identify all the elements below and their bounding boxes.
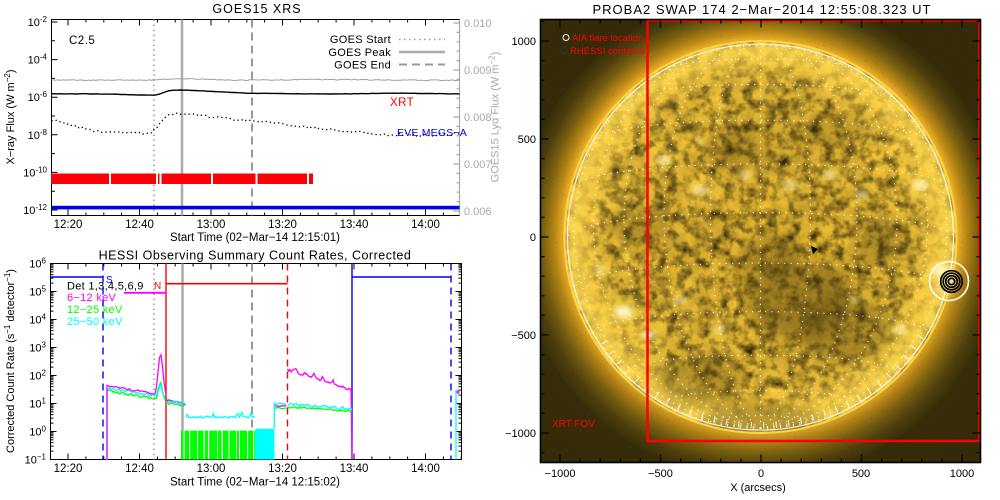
svg-text:0.006: 0.006 [464, 206, 492, 218]
svg-text:12:20: 12:20 [54, 463, 83, 475]
svg-text:GOES15 Lyα Flux (W m−2): GOES15 Lyα Flux (W m−2) [488, 52, 502, 183]
svg-text:1000: 1000 [950, 468, 974, 480]
svg-text:X (arcsecs): X (arcsecs) [730, 482, 786, 494]
svg-text:500: 500 [852, 468, 870, 480]
svg-text:−500: −500 [648, 468, 673, 480]
svg-text:13:00: 13:00 [197, 219, 226, 231]
svg-text:−500: −500 [511, 330, 536, 342]
svg-text:12:40: 12:40 [125, 219, 154, 231]
svg-text:HESSI Observing Summary Count: HESSI Observing Summary Count Rates, Cor… [99, 249, 412, 263]
svg-text:0: 0 [530, 232, 536, 244]
svg-text:EVE MEGS−A: EVE MEGS−A [397, 127, 467, 139]
svg-text:500: 500 [518, 134, 536, 146]
svg-text:AIA flare location: AIA flare location [572, 33, 643, 44]
svg-text:Corrected Count Rate (s−1 dete: Corrected Count Rate (s−1 detector−1) [3, 269, 17, 453]
svg-text:13:40: 13:40 [340, 463, 369, 475]
svg-text:GOES Start: GOES Start [330, 34, 391, 46]
svg-text:GOES End: GOES End [334, 60, 391, 72]
svg-text:0.009: 0.009 [464, 65, 492, 77]
svg-text:XRT FOV: XRT FOV [552, 419, 595, 430]
svg-text:0.007: 0.007 [464, 159, 492, 171]
svg-text:25−50 keV: 25−50 keV [67, 316, 123, 328]
svg-text:RHESSI contours: RHESSI contours [570, 46, 645, 57]
svg-text:6−12 keV: 6−12 keV [67, 292, 117, 304]
svg-text:14:00: 14:00 [411, 219, 440, 231]
svg-text:13:40: 13:40 [340, 219, 369, 231]
svg-text:13:00: 13:00 [197, 463, 226, 475]
svg-text:GOES Peak: GOES Peak [328, 47, 391, 59]
svg-text:0: 0 [758, 468, 764, 480]
svg-text:−1000: −1000 [545, 468, 576, 480]
svg-text:12:40: 12:40 [125, 463, 154, 475]
svg-text:1000: 1000 [512, 36, 536, 48]
svg-text:X−ray Flux (W m−2): X−ray Flux (W m−2) [3, 70, 17, 165]
svg-text:Start Time (02−Mar−14 12:15:01: Start Time (02−Mar−14 12:15:01) [170, 232, 340, 244]
svg-text:0.008: 0.008 [464, 112, 492, 124]
svg-text:14:00: 14:00 [411, 463, 440, 475]
svg-text:XRT: XRT [390, 97, 414, 109]
svg-text:C2.5: C2.5 [69, 35, 95, 47]
svg-text:0.010: 0.010 [464, 18, 492, 30]
svg-text:12:20: 12:20 [54, 219, 83, 231]
svg-text:PROBA2 SWAP 174 2−Mar−2014 12: PROBA2 SWAP 174 2−Mar−2014 12:55:08.323 … [592, 2, 931, 17]
svg-text:13:20: 13:20 [268, 219, 297, 231]
svg-text:Start Time (02−Mar−14 12:15:02: Start Time (02−Mar−14 12:15:02) [170, 477, 340, 489]
svg-text:GOES15 XRS: GOES15 XRS [212, 2, 301, 16]
svg-text:S: S [106, 275, 113, 286]
svg-text:Det 1,3,4,5,6,9: Det 1,3,4,5,6,9 [67, 281, 144, 293]
svg-text:13:20: 13:20 [268, 463, 297, 475]
svg-text:12−25 keV: 12−25 keV [67, 304, 123, 316]
svg-text:N: N [154, 281, 161, 292]
svg-text:−1000: −1000 [505, 428, 536, 440]
